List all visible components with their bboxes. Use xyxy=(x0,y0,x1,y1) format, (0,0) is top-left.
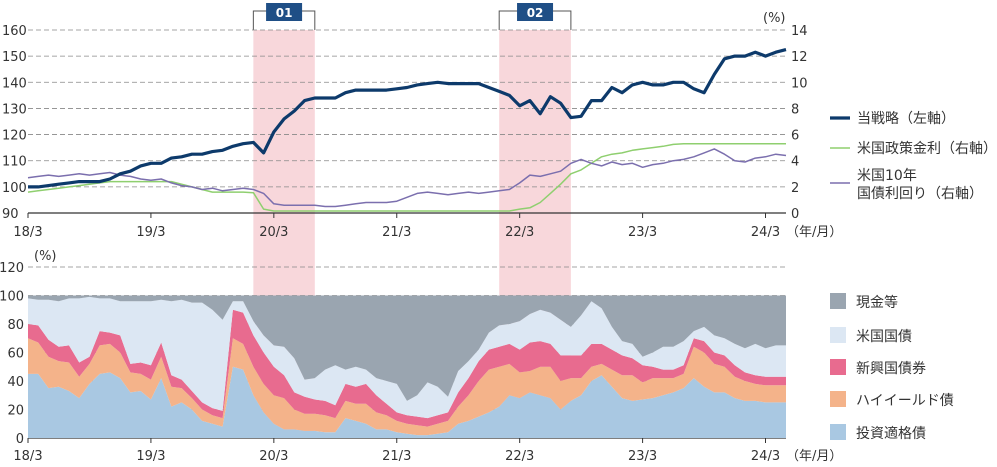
legend-area-label-4: ハイイールド債 xyxy=(856,393,954,409)
line-layer xyxy=(27,48,787,212)
top-x-tick-label: 21/3 xyxy=(382,225,411,240)
legend-label-3: 米国10年国債利回り（右軸） xyxy=(857,168,983,202)
top-right-tick-label: 8 xyxy=(791,102,799,117)
bottom-x-tick-label: 22/3 xyxy=(505,449,534,463)
legend-swatch-2 xyxy=(830,327,846,343)
line-series-1 xyxy=(28,48,787,189)
bottom-y-tick-label: 20 xyxy=(7,404,24,419)
top-right-tick-label: 0 xyxy=(791,207,799,222)
area-series-1 xyxy=(28,366,786,438)
top-right-tick-label: 6 xyxy=(791,129,799,144)
legend-swatch-1 xyxy=(830,293,846,309)
area-series-5 xyxy=(28,295,786,401)
bottom-x-tick-label: 19/3 xyxy=(136,449,165,463)
top-right-tick-label: 2 xyxy=(791,181,799,196)
bottom-y-tick-label: 80 xyxy=(7,318,24,333)
legend-area-label-2: 米国国債 xyxy=(856,329,912,345)
legend-label-line: 米国政策金利（右軸） xyxy=(857,140,997,157)
bottom-x-tick-label: 20/3 xyxy=(259,449,288,463)
legend-swatch-3 xyxy=(830,359,846,375)
top-left-tick-label: 130 xyxy=(2,102,27,117)
top-left-tick-label: 150 xyxy=(2,50,27,65)
top-right-tick-label: 4 xyxy=(791,155,799,170)
line-series-3 xyxy=(27,148,787,208)
legend-area-label-3: 新興国債券 xyxy=(856,361,926,377)
legend-label-line: 国債利回り（右軸） xyxy=(857,186,983,202)
bottom-y-tick-label: 120 xyxy=(0,261,24,276)
top-left-tick-label: 120 xyxy=(2,129,27,144)
legend-area-label-5: 投資適格債 xyxy=(856,425,926,442)
legend-swatch-5 xyxy=(830,424,846,440)
top-x-tick-label: 23/3 xyxy=(628,225,657,240)
bottom-x-tick-label: 21/3 xyxy=(382,449,411,463)
legend-label-line: 当戦略（左軸） xyxy=(857,111,955,127)
legend-label-line: 米国10年 xyxy=(857,168,917,184)
top-x-tick-label: 24/3 xyxy=(751,225,780,240)
top-right-tick-label: 12 xyxy=(791,50,808,65)
top-right-tick-label: 14 xyxy=(791,24,808,39)
top-right-axis-unit: (%) xyxy=(763,11,786,26)
top-x-tick-label: 20/3 xyxy=(259,225,288,240)
top-x-tick-label: 18/3 xyxy=(13,225,42,240)
highlight-label-box-1 xyxy=(266,3,303,21)
highlight-label-box-2 xyxy=(517,3,554,21)
area-series-2 xyxy=(28,338,786,436)
bottom-y-tick-label: 40 xyxy=(7,375,24,390)
legend-swatch-4 xyxy=(830,391,846,407)
axis-layer: (%) （年/月） (%) （年/月） 90100110120130140150… xyxy=(0,11,842,464)
area-series-3 xyxy=(28,309,786,427)
top-right-tick-label: 10 xyxy=(791,76,808,91)
top-x-unit: （年/月） xyxy=(786,225,842,240)
line-series-2 xyxy=(27,142,786,212)
legend-layer: 当戦略（左軸） 米国政策金利（右軸） 米国10年国債利回り（右軸） 現金等米国国債新興… xyxy=(830,111,997,442)
bottom-y-tick-label: 100 xyxy=(0,290,24,305)
bottom-x-unit: （年/月） xyxy=(786,449,842,463)
legend-label-2: 米国政策金利（右軸） xyxy=(857,140,997,157)
bottom-x-tick-label: 24/3 xyxy=(751,449,780,463)
highlight-label-2: 02 xyxy=(527,6,544,20)
top-left-tick-label: 90 xyxy=(2,207,19,222)
highlight-label-1: 01 xyxy=(276,6,293,20)
top-left-tick-label: 160 xyxy=(2,24,27,39)
area-layer xyxy=(28,295,786,438)
bottom-x-tick-label: 18/3 xyxy=(13,449,42,463)
bottom-y-tick-label: 0 xyxy=(16,432,24,447)
area-series-4 xyxy=(28,296,786,419)
bottom-y-unit: (%) xyxy=(34,249,57,264)
bottom-x-tick-label: 23/3 xyxy=(628,449,657,463)
top-left-tick-label: 140 xyxy=(2,76,27,91)
bottom-y-tick-label: 60 xyxy=(7,347,24,362)
legend-area-label-1: 現金等 xyxy=(856,294,898,311)
top-x-tick-label: 22/3 xyxy=(505,225,534,240)
top-left-tick-label: 100 xyxy=(2,181,27,196)
legend-label-1: 当戦略（左軸） xyxy=(857,111,955,127)
top-x-tick-label: 19/3 xyxy=(136,225,165,240)
top-left-tick-label: 110 xyxy=(2,155,27,170)
